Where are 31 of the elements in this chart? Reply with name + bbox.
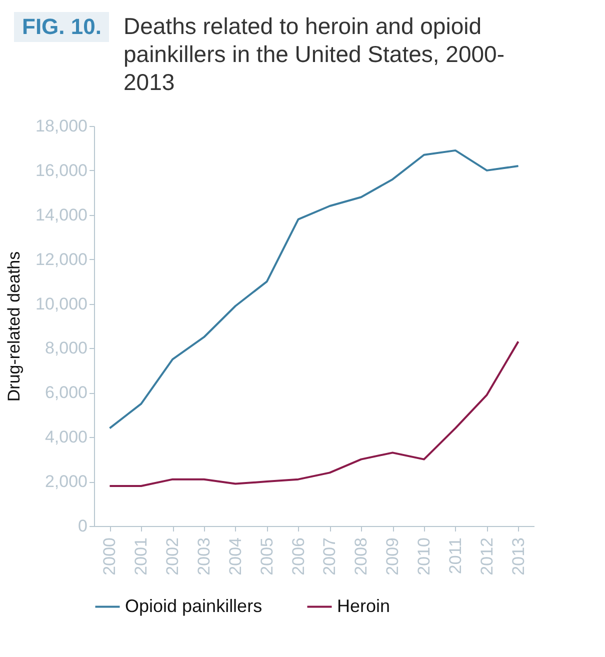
x-tick-label: 2006 [288,538,308,576]
chart-subtitle: Deaths related to heroin and opioid painkillers in the United States, 2000-2013 [123,12,506,96]
y-tick-label: 2,000 [44,472,88,492]
legend-label: Heroin [337,596,390,616]
y-tick-label: 6,000 [44,383,88,402]
x-tick-label: 2009 [383,538,402,576]
x-tick-label: 2005 [257,538,276,576]
x-tick-label: 2002 [163,538,182,576]
x-tick-label: 2000 [100,538,120,576]
x-tick-label: 2007 [320,538,340,576]
y-tick-label: 10,000 [36,294,88,314]
y-tick-label: 18,000 [36,116,88,136]
x-tick-label: 2008 [352,538,371,576]
y-tick-label: 14,000 [36,205,88,224]
line-series [108,340,520,487]
y-axis-title: Drug-related deaths [4,251,24,402]
y-tick-label: 0 [78,516,88,536]
y-tick-label: 16,000 [36,160,88,180]
y-tick-label: 8,000 [44,338,88,358]
y-tick-label: 4,000 [44,428,88,447]
x-tick-label: 2010 [414,538,434,576]
x-tick-label: 2004 [226,538,245,576]
chart-title: FIG. 10. [14,12,110,42]
x-tick-label: 2012 [477,538,496,576]
x-tick-label: 2003 [194,538,214,576]
x-tick-label: 2001 [132,538,151,576]
legend-label: Opioid painkillers [125,596,262,616]
y-tick-label: 12,000 [36,250,88,269]
x-tick-label: 2011 [446,538,465,574]
line-series [108,149,520,430]
x-tick-label: 2013 [508,538,528,576]
